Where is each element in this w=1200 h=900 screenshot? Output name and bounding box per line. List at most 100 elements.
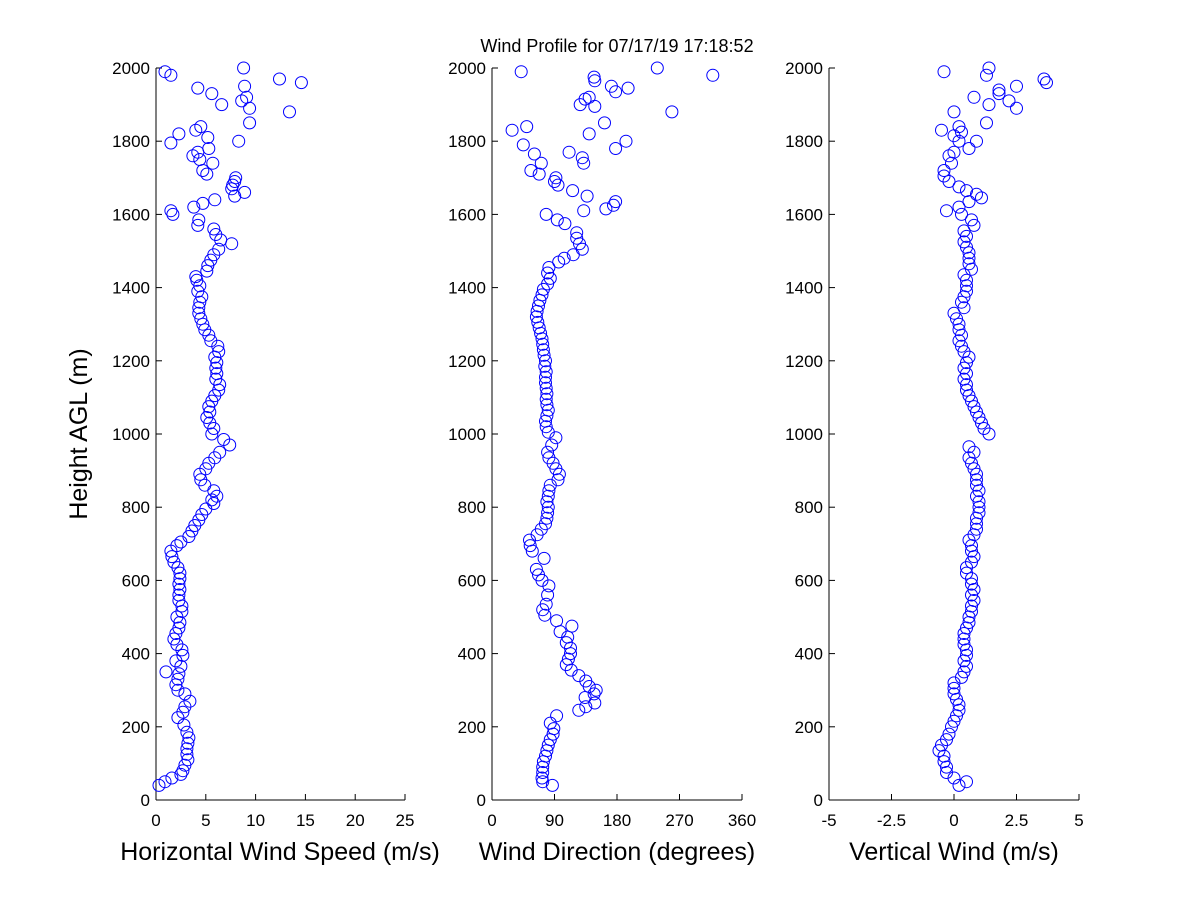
data-point: [202, 142, 216, 155]
data-point: [183, 694, 197, 708]
data-point: [176, 705, 190, 719]
data-point: [962, 533, 976, 547]
data-point: [665, 105, 679, 119]
data-point: [529, 562, 543, 576]
data-point: [172, 667, 186, 681]
data-point: [621, 81, 635, 95]
data-point: [965, 599, 978, 613]
data-point: [952, 200, 966, 214]
data-point: [191, 284, 205, 298]
data-point: [232, 134, 246, 148]
data-point: [205, 427, 219, 441]
data-point: [542, 451, 556, 465]
data-point: [173, 572, 187, 586]
data-point: [235, 94, 249, 108]
data-point: [962, 257, 976, 271]
data-point: [972, 484, 986, 498]
data-point: [176, 764, 190, 778]
data-point: [579, 674, 593, 688]
data-point: [208, 193, 222, 207]
data-point: [164, 204, 178, 218]
data-point: [532, 568, 545, 582]
data-point: [942, 727, 956, 741]
y-tick-label: 600: [458, 571, 486, 590]
data-point: [520, 120, 534, 134]
data-point: [181, 736, 195, 750]
y-tick-label: 0: [141, 791, 150, 810]
data-point: [549, 171, 563, 185]
data-point: [607, 198, 620, 212]
data-point: [541, 738, 555, 752]
data-point: [947, 105, 961, 119]
data-point: [566, 184, 580, 198]
data-point: [980, 68, 993, 82]
data-point: [565, 619, 579, 633]
data-point: [166, 207, 180, 221]
data-point: [538, 359, 552, 373]
data-point: [972, 495, 986, 509]
data-point: [193, 295, 207, 309]
y-tick-label: 800: [795, 498, 823, 517]
x-tick-label: 15: [296, 811, 315, 830]
data-point: [207, 222, 221, 236]
data-point: [539, 597, 553, 611]
data-point: [527, 147, 541, 161]
y-tick-label: 600: [122, 571, 150, 590]
data-point: [540, 387, 554, 401]
data-point: [173, 566, 187, 580]
data-point: [940, 204, 953, 218]
y-tick-label: 1400: [785, 279, 823, 298]
data-point: [957, 372, 971, 386]
data-point: [955, 339, 968, 353]
data-point: [957, 627, 971, 640]
data-point: [950, 312, 963, 326]
data-point: [273, 72, 286, 86]
data-point: [196, 196, 210, 210]
data-point: [539, 420, 553, 434]
data-point: [561, 652, 575, 666]
data-point: [587, 687, 601, 701]
data-point: [587, 70, 601, 84]
y-tick-label: 2000: [112, 59, 150, 78]
x-tick-label: 25: [396, 811, 415, 830]
data-point: [960, 775, 973, 789]
data-point: [940, 766, 953, 779]
y-tick-label: 1400: [112, 279, 150, 298]
data-point: [558, 217, 572, 231]
data-point: [960, 378, 973, 392]
data-point: [212, 242, 226, 256]
data-point: [582, 90, 596, 104]
data-point: [523, 539, 537, 553]
data-point: [550, 213, 564, 227]
data-point: [945, 720, 958, 734]
data-point: [952, 778, 966, 792]
data-point: [158, 65, 172, 79]
data-point: [205, 493, 219, 507]
data-point: [532, 167, 546, 181]
data-point: [171, 672, 185, 686]
y-tick-label: 800: [122, 498, 150, 517]
data-point: [536, 337, 550, 351]
data-point: [206, 156, 220, 170]
data-point: [970, 522, 983, 536]
data-point: [537, 551, 551, 565]
data-point: [541, 500, 555, 514]
data-point: [201, 131, 215, 144]
data-point: [957, 665, 971, 679]
data-point: [189, 270, 203, 284]
data-point: [540, 398, 554, 412]
y-tick-label: 1600: [785, 205, 823, 224]
data-point: [609, 195, 623, 209]
data-point: [524, 164, 538, 177]
data-point: [536, 766, 550, 779]
data-point: [957, 224, 971, 238]
data-point: [192, 213, 206, 227]
data-point: [551, 473, 565, 487]
data-point: [1010, 101, 1023, 115]
y-axis-label: Height AGL (m): [65, 348, 93, 519]
data-point: [243, 116, 257, 130]
data-point: [182, 731, 196, 745]
data-point: [542, 484, 556, 498]
data-point: [609, 142, 623, 155]
